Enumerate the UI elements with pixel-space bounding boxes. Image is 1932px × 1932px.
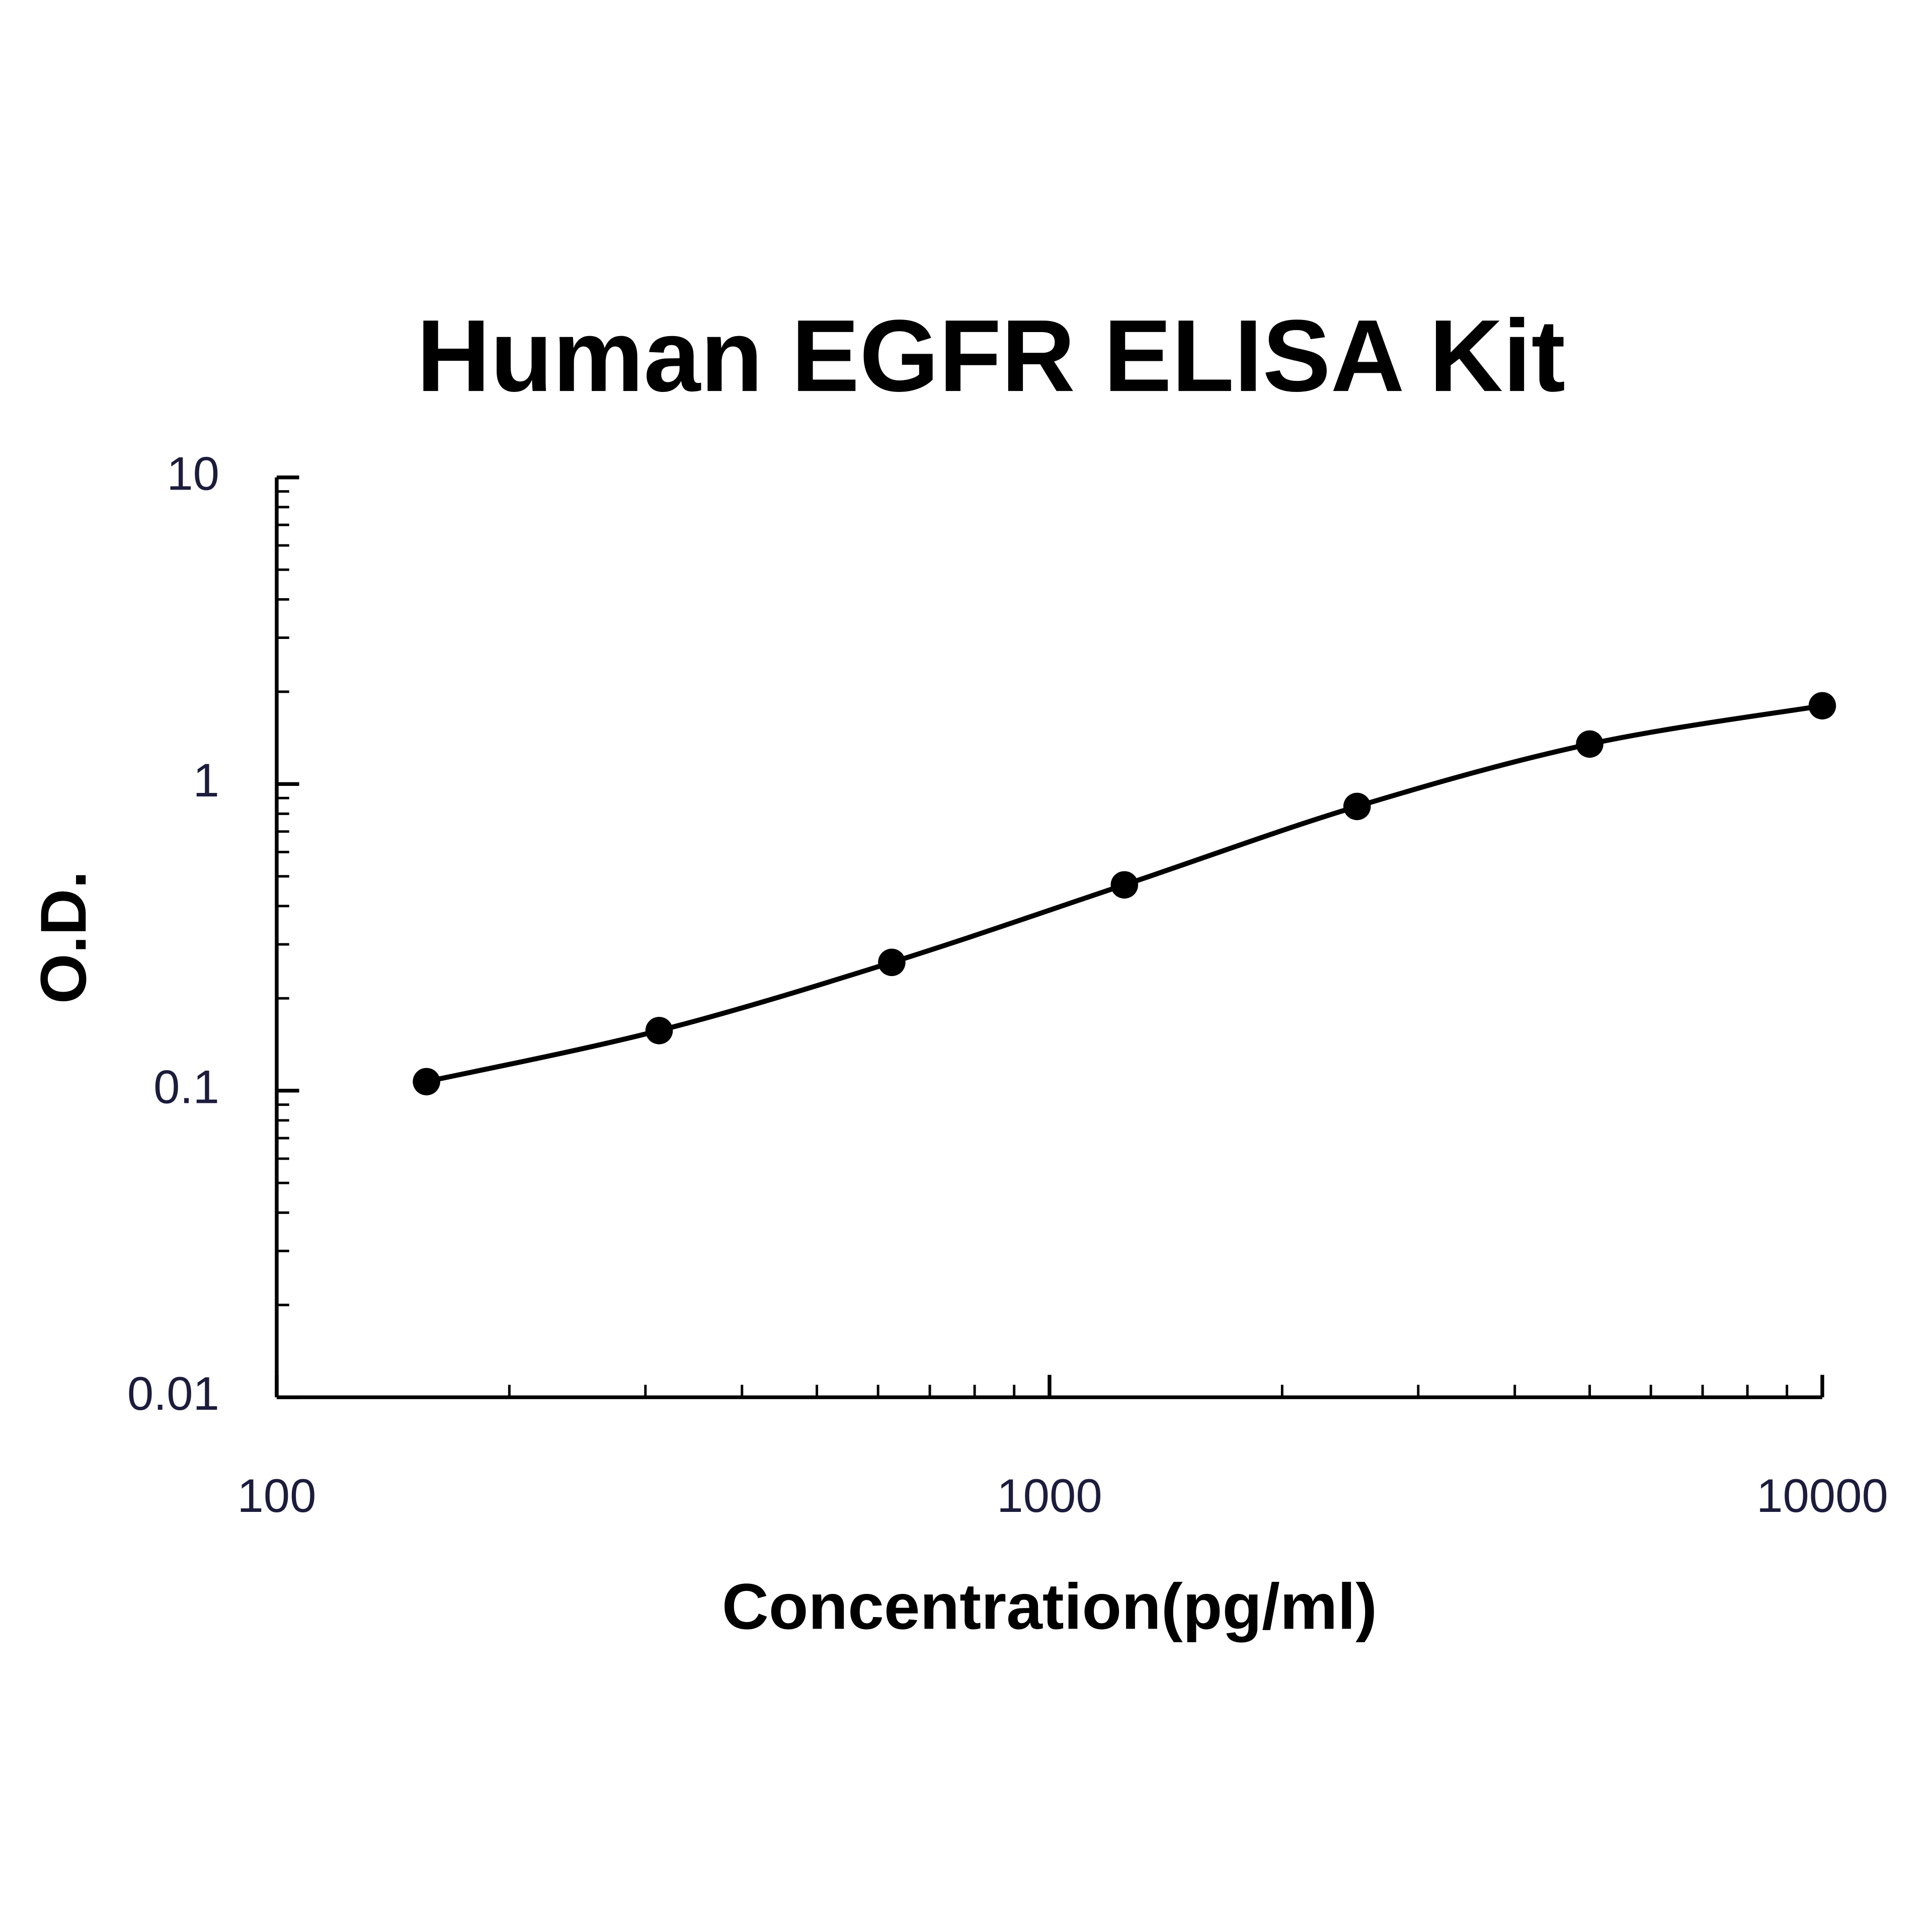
x-tick-label: 100 <box>237 1469 316 1522</box>
data-point <box>645 1017 673 1044</box>
chart-title: Human EGFR ELISA Kit <box>417 299 1565 413</box>
data-point <box>878 948 906 977</box>
y-tick-label: 0.01 <box>127 1367 219 1420</box>
x-tick-label: 1000 <box>997 1469 1102 1522</box>
data-point <box>1808 692 1836 719</box>
data-point <box>1110 871 1139 899</box>
y-tick-label: 1 <box>193 754 219 807</box>
data-point <box>1343 792 1371 821</box>
data-point <box>1576 730 1603 758</box>
data-point <box>413 1068 440 1096</box>
x-axis-label: Concentration(pg/ml) <box>722 1570 1377 1643</box>
y-tick-label: 10 <box>167 447 219 500</box>
y-tick-label: 0.1 <box>153 1061 219 1113</box>
y-axis-label: O.D. <box>27 871 100 1004</box>
x-tick-label: 10000 <box>1756 1469 1888 1522</box>
